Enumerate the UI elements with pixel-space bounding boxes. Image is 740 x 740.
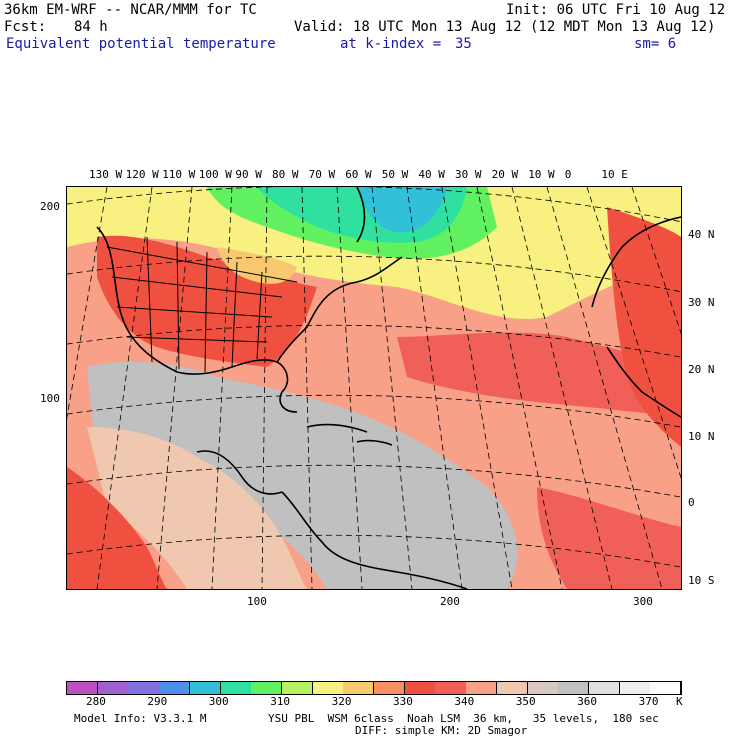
longitude-label: 10 E: [601, 168, 628, 181]
y-grid-label-200: 200: [40, 200, 60, 213]
legend-swatch: [558, 682, 590, 694]
legend-swatch: [650, 682, 682, 694]
legend-swatch: [374, 682, 406, 694]
forecast-label: Fcst:: [4, 19, 47, 35]
legend-swatch: [220, 682, 252, 694]
longitude-label: 80 W: [272, 168, 299, 181]
legend-tick-label: 280: [86, 695, 106, 708]
map-panel: [66, 186, 682, 590]
longitude-label: 130 W: [89, 168, 123, 181]
pacific-red-band: [67, 467, 167, 589]
x-grid-label-200: 200: [440, 595, 460, 608]
legend-swatch: [343, 682, 375, 694]
y-grid-label-100: 100: [40, 392, 60, 405]
color-legend: [66, 681, 682, 695]
legend-tick-label: 370: [638, 695, 659, 708]
longitude-label: 110 W: [162, 168, 196, 181]
model-diffusion: DIFF: simple KM: 2D Smagor: [355, 724, 528, 737]
legend-swatch: [128, 682, 160, 694]
longitude-label: 50 W: [381, 168, 409, 181]
longitude-label: 90 W: [235, 168, 262, 181]
south-atlantic-red: [537, 487, 681, 589]
gray-region-caribbean: [87, 361, 518, 589]
legend-tick-label: 350: [515, 695, 536, 708]
longitude-label: 60 W: [345, 168, 372, 181]
beige-region-caribbean: [87, 427, 307, 589]
model-info: Model Info: V3.3.1 M: [74, 712, 207, 725]
legend-swatch: [527, 682, 559, 694]
legend-swatch: [67, 682, 99, 694]
legend-swatch: [97, 682, 129, 694]
field-name: Equivalent potential temperature: [6, 36, 276, 52]
legend-swatch: [251, 682, 283, 694]
level-value: 35: [455, 36, 472, 52]
legend-tick-label: 300: [208, 695, 229, 708]
legend-tick-label: 330: [393, 695, 413, 708]
smoothing-label: sm= 6: [634, 36, 677, 52]
longitude-label: 40 W: [418, 168, 445, 181]
latitude-label: 10 S: [688, 574, 715, 587]
equivalent-potential-temperature-map: [67, 187, 681, 589]
legend-swatch: [466, 682, 498, 694]
legend-tick-label: 320: [331, 695, 352, 708]
model-physics: YSU PBL WSM 6class Noah LSM 36 km, 35 le…: [268, 712, 659, 725]
legend-swatch: [619, 682, 651, 694]
atlantic-red-band: [397, 332, 681, 417]
political-boundaries: [106, 236, 298, 373]
latitude-label: 20 N: [688, 363, 715, 376]
legend-swatch: [588, 682, 621, 694]
longitude-label: 70 W: [308, 168, 336, 181]
longitude-label: 30 W: [455, 168, 482, 181]
x-grid-label-100: 100: [247, 595, 267, 608]
init-time: Init: 06 UTC Fri 10 Aug 12: [506, 2, 726, 18]
legend-tick-label: 360: [577, 695, 598, 708]
longitude-label: 10 W: [528, 168, 555, 181]
valid-time: Valid: 18 UTC Mon 13 Aug 12 (12 MDT Mon …: [294, 19, 716, 35]
longitude-label: 100 W: [198, 168, 232, 181]
legend-swatch: [281, 682, 314, 694]
longitude-label: 0: [564, 168, 572, 181]
legend-tick-label: 290: [147, 695, 168, 708]
legend-tick-label: 340: [454, 695, 475, 708]
level-label: at k-index =: [340, 36, 442, 52]
legend-swatch: [159, 682, 191, 694]
north-america-orange: [217, 247, 297, 284]
x-grid-label-300: 300: [633, 595, 653, 608]
legend-tick-label: 310: [270, 695, 291, 708]
graticule: [67, 187, 681, 589]
longitude-label: 120 W: [125, 168, 159, 181]
blue-region: [357, 187, 447, 233]
africa-warm: [607, 207, 681, 447]
legend-swatch: [496, 682, 528, 694]
latitude-label: 30 N: [688, 296, 715, 309]
latitude-label: 40 N: [688, 228, 715, 241]
latitude-label: 10 N: [688, 430, 715, 443]
legend-unit: K: [676, 695, 683, 708]
latitude-label: 0: [688, 496, 695, 509]
legend-swatch: [404, 682, 436, 694]
forecast-hour: 84 h: [74, 19, 108, 35]
longitude-label: 20 W: [491, 168, 519, 181]
legend-swatch: [435, 682, 467, 694]
model-title: 36km EM-WRF -- NCAR/MMM for TC: [4, 2, 257, 18]
legend-swatch: [189, 682, 221, 694]
legend-swatch: [312, 682, 344, 694]
